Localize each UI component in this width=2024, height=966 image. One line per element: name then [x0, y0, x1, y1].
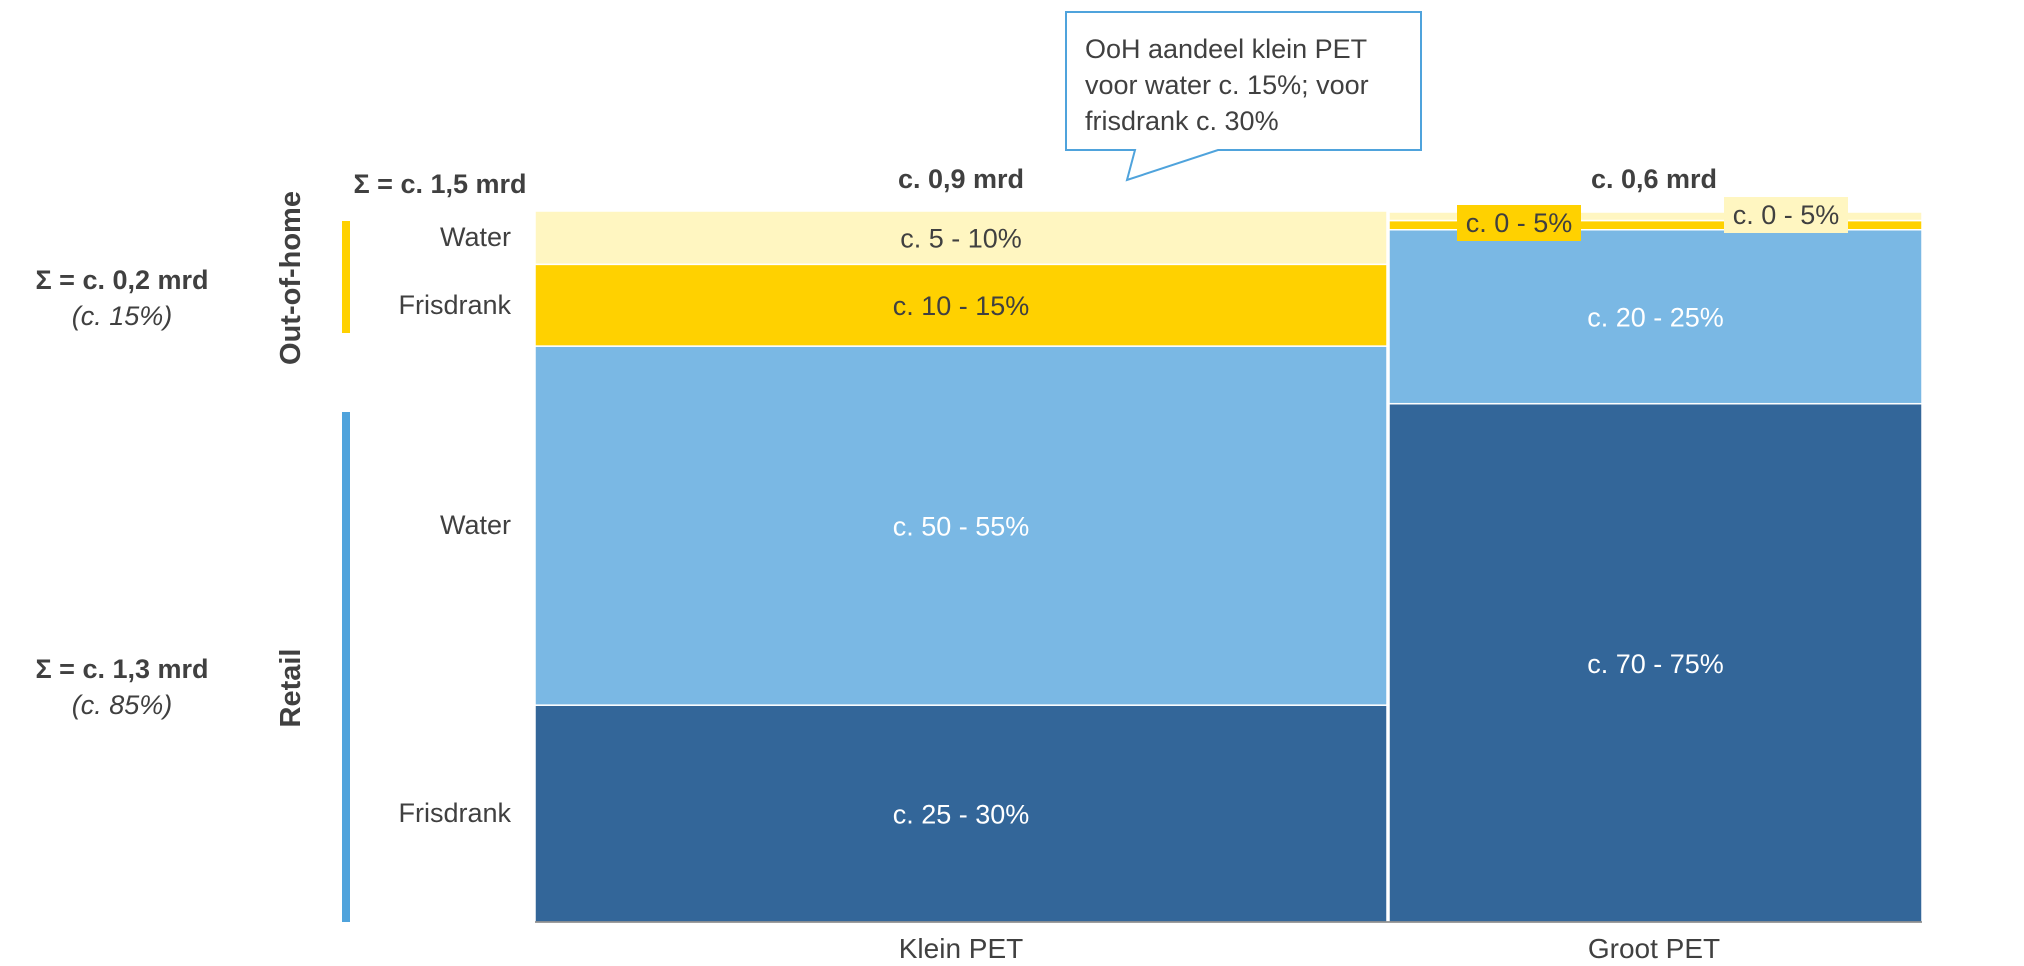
segment-groot-outofhome-water — [1388, 211, 1923, 222]
group-share-out-of-home: (c. 15%) — [72, 301, 173, 331]
callout-line-1: OoH aandeel klein PET — [1085, 34, 1367, 64]
group-sum-retail: Σ = c. 1,3 mrd — [35, 654, 208, 684]
segment-klein-retail-water — [534, 345, 1388, 706]
row-label-retail-frisdrank: Frisdrank — [398, 798, 511, 828]
segment-label-background — [1724, 197, 1848, 233]
callout-box: OoH aandeel klein PET voor water c. 15%;… — [1065, 11, 1422, 182]
segment-label: c. 0 - 5% — [1466, 208, 1573, 238]
row-label-ooh-water: Water — [440, 222, 511, 252]
segment-groot-retail-water — [1388, 229, 1923, 405]
chart-segments — [534, 210, 1923, 923]
segment-label: c. 70 - 75% — [1587, 649, 1724, 679]
column-total-groot-pet: c. 0,6 mrd — [1591, 164, 1717, 194]
group-bar-retail — [342, 412, 350, 922]
group-bar-out-of-home — [342, 221, 350, 333]
segment-label: c. 50 - 55% — [893, 512, 1030, 542]
grand-total-label: Σ = c. 1,5 mrd — [353, 169, 526, 199]
x-tick-label-klein-pet: Klein PET — [899, 933, 1024, 964]
group-label-retail: Retail — [275, 649, 307, 728]
column-total-klein-pet: c. 0,9 mrd — [898, 164, 1024, 194]
row-label-ooh-frisdrank: Frisdrank — [398, 290, 511, 320]
x-tick-label-groot-pet: Groot PET — [1588, 933, 1720, 964]
callout-line-2: voor water c. 15%; voor — [1085, 70, 1369, 100]
segment-label: c. 25 - 30% — [893, 800, 1030, 830]
segment-label: c. 0 - 5% — [1733, 200, 1840, 230]
group-sum-out-of-home: Σ = c. 0,2 mrd — [35, 265, 208, 295]
segment-labels: c. 25 - 30% c. 50 - 55% c. 10 - 15% c. 5 - … — [893, 197, 1848, 830]
callout-line-3: frisdrank c. 30% — [1085, 106, 1279, 136]
group-label-out-of-home: Out-of-home — [275, 191, 307, 365]
callout-shape — [1065, 11, 1422, 182]
segment-label: c. 10 - 15% — [893, 291, 1030, 321]
row-label-retail-water: Water — [440, 510, 511, 540]
segment-klein-outofhome-water — [534, 210, 1388, 266]
segment-label-background — [1457, 205, 1581, 241]
segment-label: c. 20 - 25% — [1587, 303, 1724, 333]
segment-klein-retail-frisdrank — [534, 704, 1388, 923]
group-share-retail: (c. 85%) — [72, 690, 173, 720]
segment-groot-retail-frisdrank — [1388, 402, 1923, 923]
segment-label: c. 5 - 10% — [900, 224, 1022, 254]
